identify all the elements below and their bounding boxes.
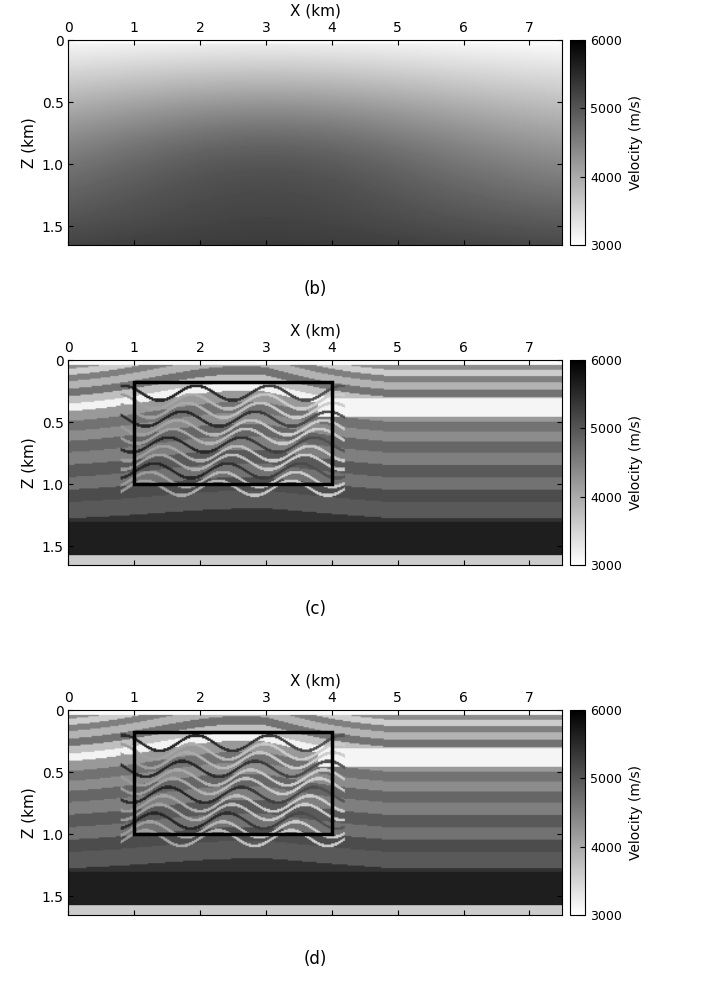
Y-axis label: Velocity (m/s): Velocity (m/s)	[629, 415, 643, 510]
Y-axis label: Velocity (m/s): Velocity (m/s)	[629, 95, 643, 190]
Text: (c): (c)	[304, 600, 327, 618]
Y-axis label: Z (km): Z (km)	[21, 117, 36, 168]
Bar	[134, 732, 332, 834]
Y-axis label: Z (km): Z (km)	[21, 787, 36, 838]
Bar	[134, 382, 332, 484]
X-axis label: X (km): X (km)	[290, 4, 341, 19]
Text: (d): (d)	[304, 950, 327, 968]
Y-axis label: Z (km): Z (km)	[21, 437, 36, 488]
Text: (b): (b)	[304, 280, 327, 298]
Y-axis label: Velocity (m/s): Velocity (m/s)	[629, 765, 643, 860]
X-axis label: X (km): X (km)	[290, 674, 341, 689]
X-axis label: X (km): X (km)	[290, 324, 341, 339]
